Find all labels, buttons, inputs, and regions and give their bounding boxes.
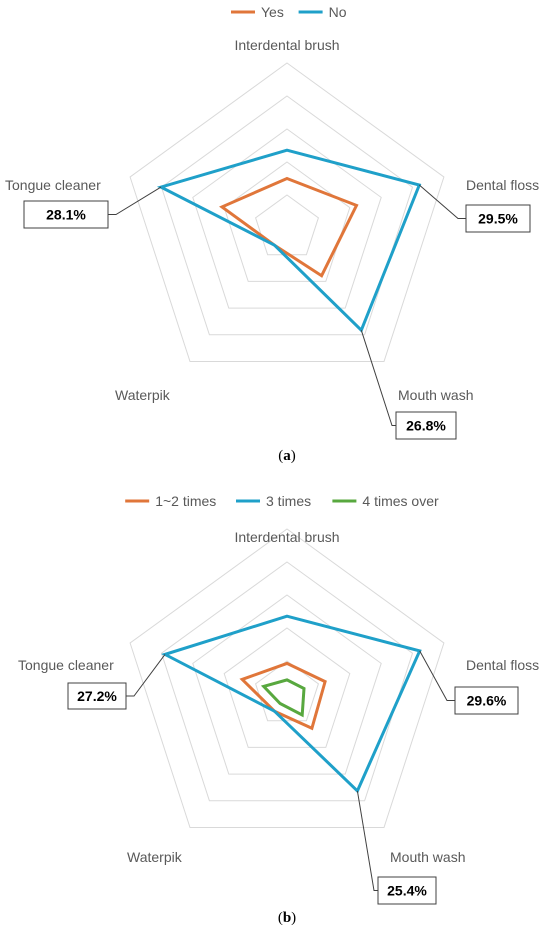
series-line-4-times-over (260, 678, 306, 718)
callout-leader-mouth-wash (356, 790, 378, 891)
panel-label: (a) (278, 448, 296, 464)
axis-label-mouth-wash: Mouth wash (398, 387, 473, 403)
legend-label-3-times: 3 times (266, 493, 311, 509)
radar-chart-b: Interdental brush Dental floss Mouth wash W… (18, 493, 539, 926)
grid-ring (255, 194, 319, 256)
axis-label-tongue-cleaner: Tongue cleaner (18, 657, 114, 673)
callout-leader-dental-floss (419, 650, 455, 701)
grid-ring (160, 95, 414, 336)
callout-box-dental-floss (454, 686, 519, 715)
grid-ring (129, 62, 445, 362)
callout-value-dental-floss: 29.6% (467, 693, 507, 709)
axis-label-dental-floss: Dental floss (466, 657, 539, 673)
callout-value-tongue-cleaner: 28.1% (46, 207, 86, 223)
callout-box-dental-floss (465, 204, 531, 233)
axis-label-mouth-wash: Mouth wash (390, 849, 465, 865)
callout-leader-mouth-wash (360, 330, 396, 426)
callout-leader-tongue-cleaner (108, 186, 162, 215)
radar-grid (129, 62, 445, 362)
axis-label-interdental-brush: Interdental brush (234, 37, 339, 53)
series-line-no (156, 148, 422, 333)
legend: Yes No (231, 4, 347, 20)
callout-leader-dental-floss (418, 184, 466, 219)
callout-box-mouth-wash (377, 876, 437, 905)
grid-ring (192, 594, 382, 775)
axis-label-tongue-cleaner: Tongue cleaner (5, 177, 101, 193)
panel-label: (b) (278, 910, 296, 926)
callout-value-tongue-cleaner: 27.2% (77, 688, 117, 704)
grid-ring (255, 660, 319, 722)
grid-ring (160, 561, 414, 802)
legend-label-yes: Yes (261, 4, 284, 20)
series-line-1-2-times (239, 661, 327, 731)
callout-value-mouth-wash: 26.8% (406, 418, 446, 434)
grid-ring (129, 528, 445, 828)
callout-leader-tongue-cleaner (126, 654, 166, 697)
axis-label-waterpik: Waterpik (115, 387, 171, 403)
radar-grid (129, 528, 445, 828)
axis-label-interdental-brush: Interdental brush (234, 529, 339, 545)
axis-label-waterpik: Waterpik (127, 849, 183, 865)
callout-box-mouth-wash (395, 411, 457, 440)
series-line-yes (219, 176, 359, 278)
legend: 1~2 times 3 times 4 times over (125, 493, 439, 509)
legend-label-4-times-over: 4 times over (362, 493, 439, 509)
legend-label-no: No (329, 4, 347, 20)
axis-label-dental-floss: Dental floss (466, 177, 539, 193)
radar-chart-a: Interdental brush Dental floss Mouth wash W… (5, 4, 539, 464)
callout-box-tongue-cleaner (67, 682, 127, 710)
callout-box-tongue-cleaner (23, 200, 109, 229)
grid-ring (192, 128, 382, 309)
series-line-3-times (161, 614, 422, 794)
callout-value-dental-floss: 29.5% (478, 211, 518, 227)
legend-label-1-2-times: 1~2 times (155, 493, 216, 509)
callout-value-mouth-wash: 25.4% (387, 883, 427, 899)
grid-ring (223, 627, 351, 748)
